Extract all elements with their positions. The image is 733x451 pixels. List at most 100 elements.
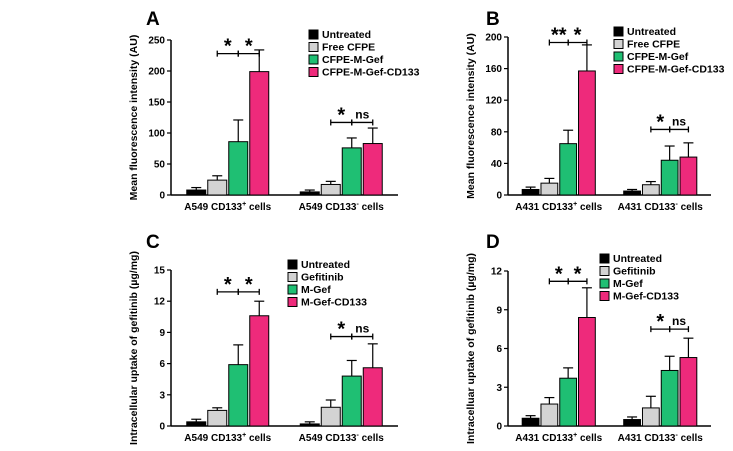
legend-swatch bbox=[613, 39, 624, 49]
y-axis-label: Mean fluorescence intensity (AU) bbox=[465, 33, 477, 199]
bar-cfpe-m-gef-cd133 bbox=[249, 71, 270, 196]
bar-untreated bbox=[623, 190, 641, 196]
bar-untreated bbox=[521, 188, 540, 196]
significance-label: ns bbox=[672, 114, 686, 128]
y-tick-label: 200 bbox=[148, 67, 165, 78]
significance-label: * bbox=[245, 36, 253, 58]
legend-entry: Untreated bbox=[322, 29, 371, 41]
y-tick-label: 3 bbox=[159, 390, 165, 401]
bar-cfpe-m-gef bbox=[660, 159, 679, 196]
bar-untreated bbox=[623, 419, 641, 427]
legend-swatch bbox=[308, 29, 319, 40]
y-tick-label: 160 bbox=[485, 64, 502, 75]
legend-entry: M-Gef bbox=[613, 278, 643, 290]
legend-swatch bbox=[613, 51, 624, 62]
bar-untreated bbox=[521, 417, 540, 427]
y-tick-label: 200 bbox=[485, 33, 502, 44]
bar-cfpe-m-gef bbox=[228, 141, 249, 196]
x-category-label: A549 CD133+ cells bbox=[184, 201, 271, 213]
bar-cfpe-m-gef bbox=[559, 143, 578, 196]
legend-swatch bbox=[308, 67, 319, 77]
significance-label: * bbox=[574, 25, 582, 47]
y-tick-label: 80 bbox=[491, 127, 503, 138]
y-tick-label: 250 bbox=[148, 36, 165, 47]
legend-swatch bbox=[599, 253, 610, 264]
y-axis-label: Intracelluar uptake of gefitinib (µg/mg) bbox=[465, 253, 477, 444]
chart-panel-a: A Mean fluorescence intensity (AU) 0 50 100 1… bbox=[128, 9, 420, 213]
significance-label: * bbox=[656, 311, 664, 333]
bar-m-gef bbox=[341, 375, 362, 427]
legend-swatch bbox=[308, 42, 319, 52]
significance-label: * bbox=[224, 36, 232, 58]
bar-m-gef-cd133 bbox=[249, 315, 270, 427]
legend-swatch bbox=[287, 272, 298, 282]
legend-swatch bbox=[599, 291, 610, 301]
significance-label: ns bbox=[355, 322, 369, 336]
y-tick-label: 150 bbox=[148, 98, 165, 109]
bar-free-cfpe bbox=[320, 183, 341, 196]
chart-panel-b: B Mean fluorescence intensity (AU) 0 40 80 12… bbox=[465, 9, 725, 213]
legend-swatch bbox=[287, 297, 298, 307]
significance-label: * bbox=[574, 263, 582, 285]
y-tick-label: 0 bbox=[159, 422, 165, 433]
y-tick-label: 0 bbox=[496, 191, 502, 202]
legend-swatch bbox=[599, 278, 610, 289]
bar-untreated bbox=[186, 189, 207, 196]
y-tick-label: 3 bbox=[496, 383, 502, 394]
legend-swatch bbox=[287, 259, 298, 270]
bar-free-cfpe bbox=[540, 182, 559, 196]
y-tick-label: 12 bbox=[491, 267, 503, 278]
panel-label: D bbox=[486, 232, 500, 253]
legend-entry: CFPE-M-Gef bbox=[322, 54, 384, 66]
significance-label: ns bbox=[672, 314, 686, 328]
legend-swatch bbox=[308, 54, 319, 65]
significance-label: ** bbox=[551, 25, 567, 47]
panel-label: B bbox=[486, 9, 500, 30]
chart-panel-c: C Intracellular uptake of gefitinib (µg/m… bbox=[128, 232, 398, 445]
x-category-label: A549 CD133+ cells bbox=[184, 432, 271, 444]
y-tick-label: 0 bbox=[159, 191, 165, 202]
x-category-label: A431 CD133- cells bbox=[618, 432, 704, 444]
legend-entry: Free CFPE bbox=[627, 39, 680, 51]
x-category-label: A549 CD133- cells bbox=[299, 201, 385, 213]
significance-label: * bbox=[656, 111, 664, 133]
bar-cfpe-m-gef-cd133 bbox=[578, 70, 596, 196]
legend-entry: Gefitinib bbox=[613, 266, 656, 278]
legend-swatch bbox=[613, 64, 624, 74]
chart-panel-d: D Intracelluar uptake of gefitinib (µg/mg… bbox=[465, 232, 711, 444]
legend-entry: CFPE-M-Gef-CD133 bbox=[627, 64, 725, 76]
legend-entry: M-Gef-CD133 bbox=[613, 291, 679, 303]
y-tick-label: 0 bbox=[496, 422, 502, 433]
bar-untreated bbox=[299, 191, 320, 196]
bar-gefitinib bbox=[320, 406, 341, 427]
y-axis-label: Intracellular uptake of gefitinib (µg/mg… bbox=[128, 251, 140, 445]
bar-m-gef bbox=[660, 369, 679, 427]
legend-entry: Untreated bbox=[613, 253, 662, 265]
x-category-label: A431 CD133- cells bbox=[618, 201, 704, 213]
panel-label: C bbox=[146, 232, 160, 253]
legend-entry: CFPE-M-Gef-CD133 bbox=[322, 67, 420, 79]
y-tick-label: 40 bbox=[491, 159, 503, 170]
legend-swatch bbox=[613, 26, 624, 37]
bar-free-cfpe bbox=[207, 179, 228, 196]
legend-entry: Gefitinib bbox=[301, 272, 344, 284]
significance-label: * bbox=[337, 319, 345, 341]
y-tick-label: 15 bbox=[154, 266, 166, 277]
significance-label: * bbox=[337, 104, 345, 126]
bar-gefitinib bbox=[207, 409, 228, 427]
bar-m-gef-cd133 bbox=[578, 317, 596, 427]
significance-label: * bbox=[224, 274, 232, 296]
significance-label: * bbox=[245, 274, 253, 296]
bar-cfpe-m-gef-cd133 bbox=[679, 156, 698, 196]
bar-m-gef-cd133 bbox=[679, 357, 698, 427]
bar-m-gef bbox=[228, 364, 249, 427]
bar-gefitinib bbox=[540, 403, 559, 427]
x-category-label: A549 CD133- cells bbox=[299, 432, 385, 444]
bar-m-gef bbox=[559, 377, 578, 427]
bar-cfpe-m-gef-cd133 bbox=[362, 143, 383, 196]
significance-label: ns bbox=[355, 107, 369, 121]
legend-swatch bbox=[287, 284, 298, 295]
legend-entry: M-Gef bbox=[301, 284, 331, 296]
panel-label: A bbox=[146, 9, 160, 30]
